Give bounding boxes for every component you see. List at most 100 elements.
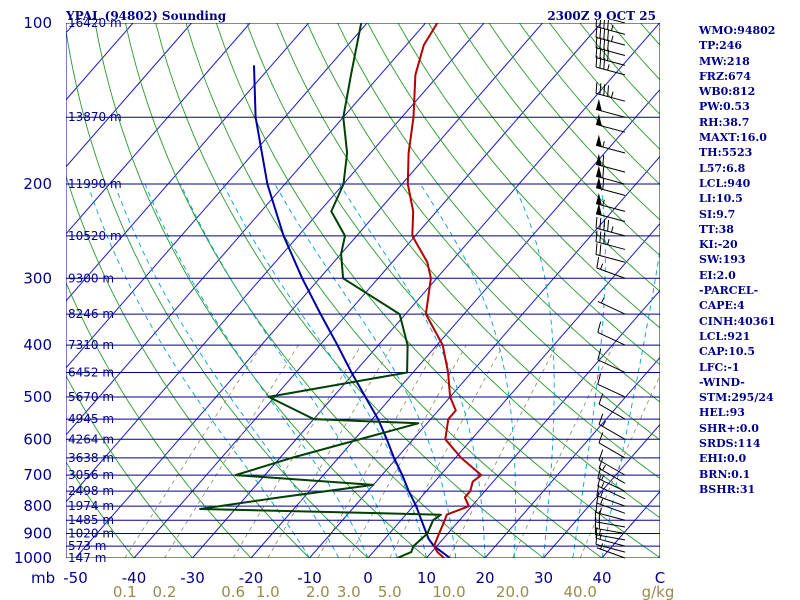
index-item: SRDS:114	[699, 437, 761, 451]
isotherm-line	[426, 289, 660, 558]
temperature-tick-label: -40	[122, 569, 147, 587]
barb-pennant	[596, 98, 602, 111]
barb-flag	[595, 26, 598, 38]
barb-staff	[595, 47, 626, 56]
index-item: BRN:0.1	[699, 467, 751, 481]
height-label: 10520 m	[68, 229, 122, 243]
wind-barb	[595, 216, 626, 237]
barb-staff	[598, 403, 626, 420]
index-item: RH:38.7	[699, 115, 750, 129]
pressure-tick-label: 800	[23, 497, 52, 515]
isotherm-line	[543, 423, 660, 558]
barb-half-flag	[600, 498, 604, 505]
index-item: FRZ:674	[699, 69, 752, 83]
barb-staff	[597, 478, 626, 492]
mixing-ratio-label: g/kg	[642, 583, 675, 600]
height-label: 5670 m	[68, 390, 114, 404]
pressure-tick-label: 600	[23, 430, 52, 448]
index-item: WMO:94802	[699, 24, 776, 37]
mixing-ratio-label: 0.1	[113, 583, 137, 600]
temperature-tick-label: 0	[363, 569, 373, 587]
mixing-ratio-label: 0.6	[221, 583, 245, 600]
mixing-ratio-label: 3.0	[337, 583, 361, 600]
barb-pennant	[596, 134, 602, 147]
barb-pennant	[596, 165, 602, 178]
barb-flag	[602, 178, 605, 190]
barb-half-flag	[610, 91, 614, 98]
wind-barb	[598, 449, 626, 476]
index-item: SI:9.7	[699, 207, 736, 221]
index-item: LCL:921	[699, 329, 751, 343]
isotherm-line	[66, 23, 426, 436]
sounding-profiles	[199, 23, 483, 558]
index-item: TP:246	[699, 39, 743, 53]
temperature-tick-label: 10	[417, 569, 436, 587]
wind-barb	[598, 413, 626, 440]
barb-staff	[595, 537, 626, 547]
temperature-tick-label: -50	[63, 569, 88, 587]
wind-barbs	[594, 20, 626, 559]
height-label: 3638 m	[68, 451, 114, 465]
index-item: L57:6.8	[699, 161, 746, 175]
barb-half-flag	[607, 64, 610, 71]
barb-staff	[598, 423, 626, 440]
wind-barb	[597, 348, 626, 373]
mixing-ratio-label: 0.2	[153, 583, 177, 600]
isotherm-line	[66, 23, 192, 168]
index-item: PW:0.53	[699, 100, 750, 114]
barb-pennant	[596, 203, 602, 216]
wind-barb	[597, 475, 626, 500]
height-label: 8246 m	[68, 307, 114, 321]
barb-flag	[603, 219, 606, 231]
wind-barb	[595, 230, 626, 250]
barb-staff	[595, 527, 626, 535]
barb-staff	[595, 92, 626, 102]
barb-pennant	[596, 113, 602, 126]
height-label: 7310 m	[68, 338, 114, 352]
barb-half-flag	[602, 199, 605, 206]
barb-flag	[598, 432, 604, 444]
height-label: 147 m	[68, 551, 106, 565]
barb-flag	[607, 20, 609, 30]
barb-staff	[595, 213, 626, 223]
moist-adiabat-line	[114, 183, 340, 558]
barb-staff	[595, 57, 626, 66]
barb-staff	[596, 502, 626, 514]
barb-half-flag	[600, 482, 605, 488]
isotherm-line	[309, 155, 660, 558]
isotherm-line	[66, 23, 309, 302]
barb-flag	[598, 393, 604, 405]
barb-staff	[595, 108, 626, 118]
index-item: LI:10.5	[699, 192, 743, 206]
barb-half-flag	[600, 263, 604, 270]
index-item: SHR+:0.0	[699, 421, 759, 435]
barb-flag	[603, 38, 606, 50]
index-item: -WIND-	[699, 375, 745, 389]
barb-flag	[595, 36, 598, 48]
isotherm-line	[133, 23, 602, 558]
mixing-ratio-label: 5.0	[378, 583, 402, 600]
barb-flag	[599, 20, 602, 28]
barb-staff	[595, 253, 626, 263]
chart-title: YPAL (94802) Sounding	[65, 9, 227, 23]
barb-staff	[595, 66, 626, 76]
isotherm-line	[66, 23, 485, 503]
barb-staff	[595, 175, 626, 185]
pressure-tick-label: 400	[23, 336, 52, 354]
pressure-tick-label: 1000	[14, 549, 52, 567]
barb-half-flag	[602, 141, 605, 148]
barb-staff	[595, 203, 626, 212]
isotherm-line	[66, 23, 368, 369]
pressure-tick-label: 200	[23, 175, 52, 193]
barb-staff	[595, 511, 626, 521]
barb-flag	[607, 220, 610, 232]
barb-flag	[603, 20, 605, 29]
barb-flag	[597, 373, 602, 385]
index-item: HEL:93	[699, 406, 745, 420]
height-label: 1974 m	[68, 499, 114, 513]
height-label: 4945 m	[68, 412, 114, 426]
temperature-unit-label: C	[655, 569, 665, 587]
barb-staff	[611, 20, 626, 24]
